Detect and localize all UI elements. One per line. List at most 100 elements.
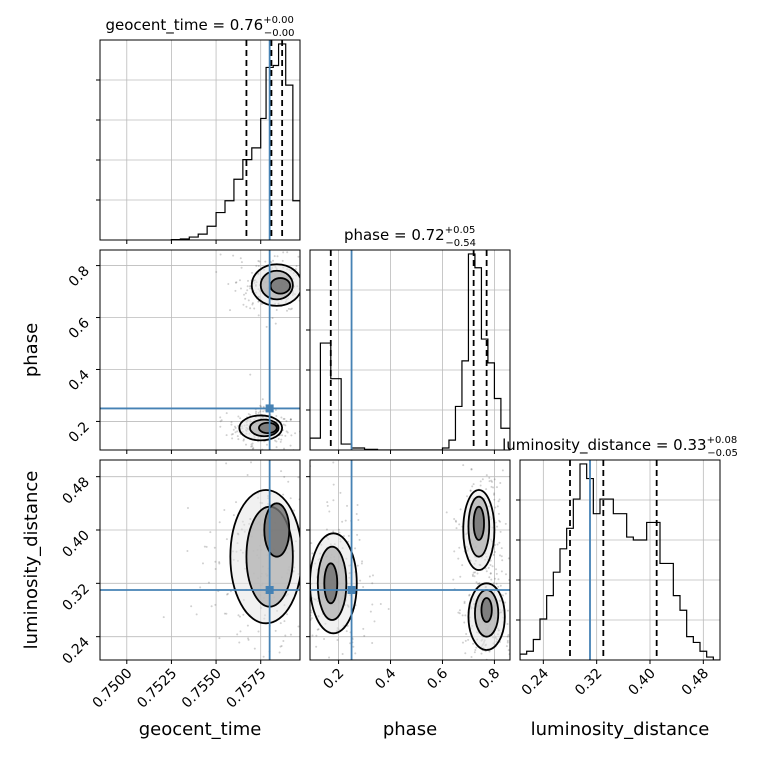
sample-point bbox=[225, 434, 228, 437]
sample-point bbox=[235, 281, 238, 284]
sample-point bbox=[244, 456, 246, 458]
sample-point bbox=[304, 566, 306, 568]
sample-point bbox=[346, 504, 349, 507]
sample-point bbox=[489, 559, 492, 562]
sample-point bbox=[454, 519, 457, 522]
sample-point bbox=[467, 638, 470, 641]
sample-point bbox=[497, 585, 500, 588]
sample-point bbox=[303, 280, 305, 282]
sample-point bbox=[265, 443, 268, 446]
sample-point bbox=[517, 597, 519, 599]
sample-point bbox=[251, 442, 254, 445]
sample-point bbox=[358, 538, 361, 541]
sample-point bbox=[308, 555, 310, 557]
sample-point bbox=[218, 521, 221, 524]
sample-point bbox=[342, 535, 345, 538]
sample-point bbox=[341, 520, 344, 523]
sample-point bbox=[496, 505, 499, 508]
sample-point bbox=[231, 437, 234, 440]
sample-point bbox=[293, 241, 295, 243]
sample-point bbox=[371, 603, 374, 606]
sample-point bbox=[332, 461, 335, 464]
x-tick-label-luminosity_distance: 0.32 bbox=[572, 666, 605, 699]
sample-point bbox=[232, 254, 235, 257]
sample-point bbox=[239, 417, 242, 420]
sample-point bbox=[302, 297, 304, 299]
sample-point bbox=[214, 560, 217, 563]
sample-point bbox=[315, 645, 318, 648]
sample-point bbox=[479, 480, 482, 483]
sample-point bbox=[462, 464, 465, 467]
sample-point bbox=[502, 691, 504, 693]
sample-point bbox=[470, 676, 472, 678]
sample-point bbox=[504, 522, 507, 525]
sample-point bbox=[281, 434, 284, 437]
sample-point bbox=[337, 528, 340, 531]
sample-point bbox=[207, 581, 210, 584]
sample-point bbox=[480, 661, 482, 663]
sample-point bbox=[288, 453, 290, 455]
sample-point bbox=[242, 303, 245, 306]
sample-point bbox=[292, 673, 294, 675]
tick-marks bbox=[516, 499, 704, 664]
sample-point bbox=[275, 446, 278, 449]
sample-point bbox=[495, 486, 498, 489]
sample-point bbox=[306, 577, 308, 579]
sample-point bbox=[500, 570, 503, 573]
sample-point bbox=[475, 581, 478, 584]
sample-point bbox=[274, 408, 277, 411]
sample-point bbox=[348, 446, 350, 448]
sample-point bbox=[237, 438, 240, 441]
sample-point bbox=[470, 655, 473, 658]
sample-point bbox=[283, 447, 286, 450]
sample-point bbox=[471, 574, 474, 577]
sample-point bbox=[506, 639, 509, 642]
sample-point bbox=[505, 645, 508, 648]
x-tick-label-geocent_time: 0.7550 bbox=[179, 666, 225, 712]
sample-point bbox=[284, 424, 287, 427]
panel-grid bbox=[310, 250, 510, 450]
sample-point bbox=[504, 573, 507, 576]
sample-point bbox=[205, 434, 207, 436]
sample-point bbox=[258, 243, 260, 245]
sample-point bbox=[497, 500, 500, 503]
sample-point bbox=[493, 478, 496, 481]
sample-point bbox=[498, 498, 501, 501]
sample-point bbox=[195, 613, 198, 616]
sample-point bbox=[498, 519, 501, 522]
sample-point bbox=[466, 495, 469, 498]
sample-point bbox=[473, 689, 475, 691]
sample-point bbox=[461, 641, 464, 644]
sample-point bbox=[307, 562, 309, 564]
sample-point bbox=[458, 523, 461, 526]
sample-point bbox=[301, 448, 303, 450]
panel-grid bbox=[100, 40, 300, 240]
title-main: geocent_time = 0.76 bbox=[106, 16, 264, 35]
sample-point bbox=[481, 478, 484, 481]
sample-point bbox=[305, 626, 307, 628]
contour-level-3 bbox=[472, 505, 485, 541]
sample-point bbox=[289, 497, 292, 500]
sample-point bbox=[472, 571, 475, 574]
histogram-geocent_time bbox=[170, 43, 300, 240]
sample-point bbox=[320, 527, 322, 529]
sample-point bbox=[514, 631, 516, 633]
sample-point bbox=[259, 410, 262, 413]
sample-point bbox=[297, 255, 300, 258]
sample-point bbox=[470, 467, 473, 470]
sample-point bbox=[310, 611, 313, 614]
sample-point bbox=[379, 603, 382, 606]
sample-point bbox=[455, 520, 458, 523]
sample-point bbox=[464, 639, 467, 642]
x-axis-label-luminosity_distance: luminosity_distance bbox=[531, 719, 710, 740]
sample-point bbox=[282, 417, 285, 420]
sample-point bbox=[302, 285, 304, 287]
sample-point bbox=[289, 633, 292, 636]
y-tick-label-phase: 0.8 bbox=[66, 263, 93, 290]
sample-point bbox=[249, 307, 252, 310]
y-tick-label-luminosity_distance: 0.48 bbox=[59, 474, 92, 507]
sample-point bbox=[286, 309, 289, 312]
title-lower-error: −0.00 bbox=[264, 28, 295, 39]
sample-point bbox=[458, 609, 461, 612]
